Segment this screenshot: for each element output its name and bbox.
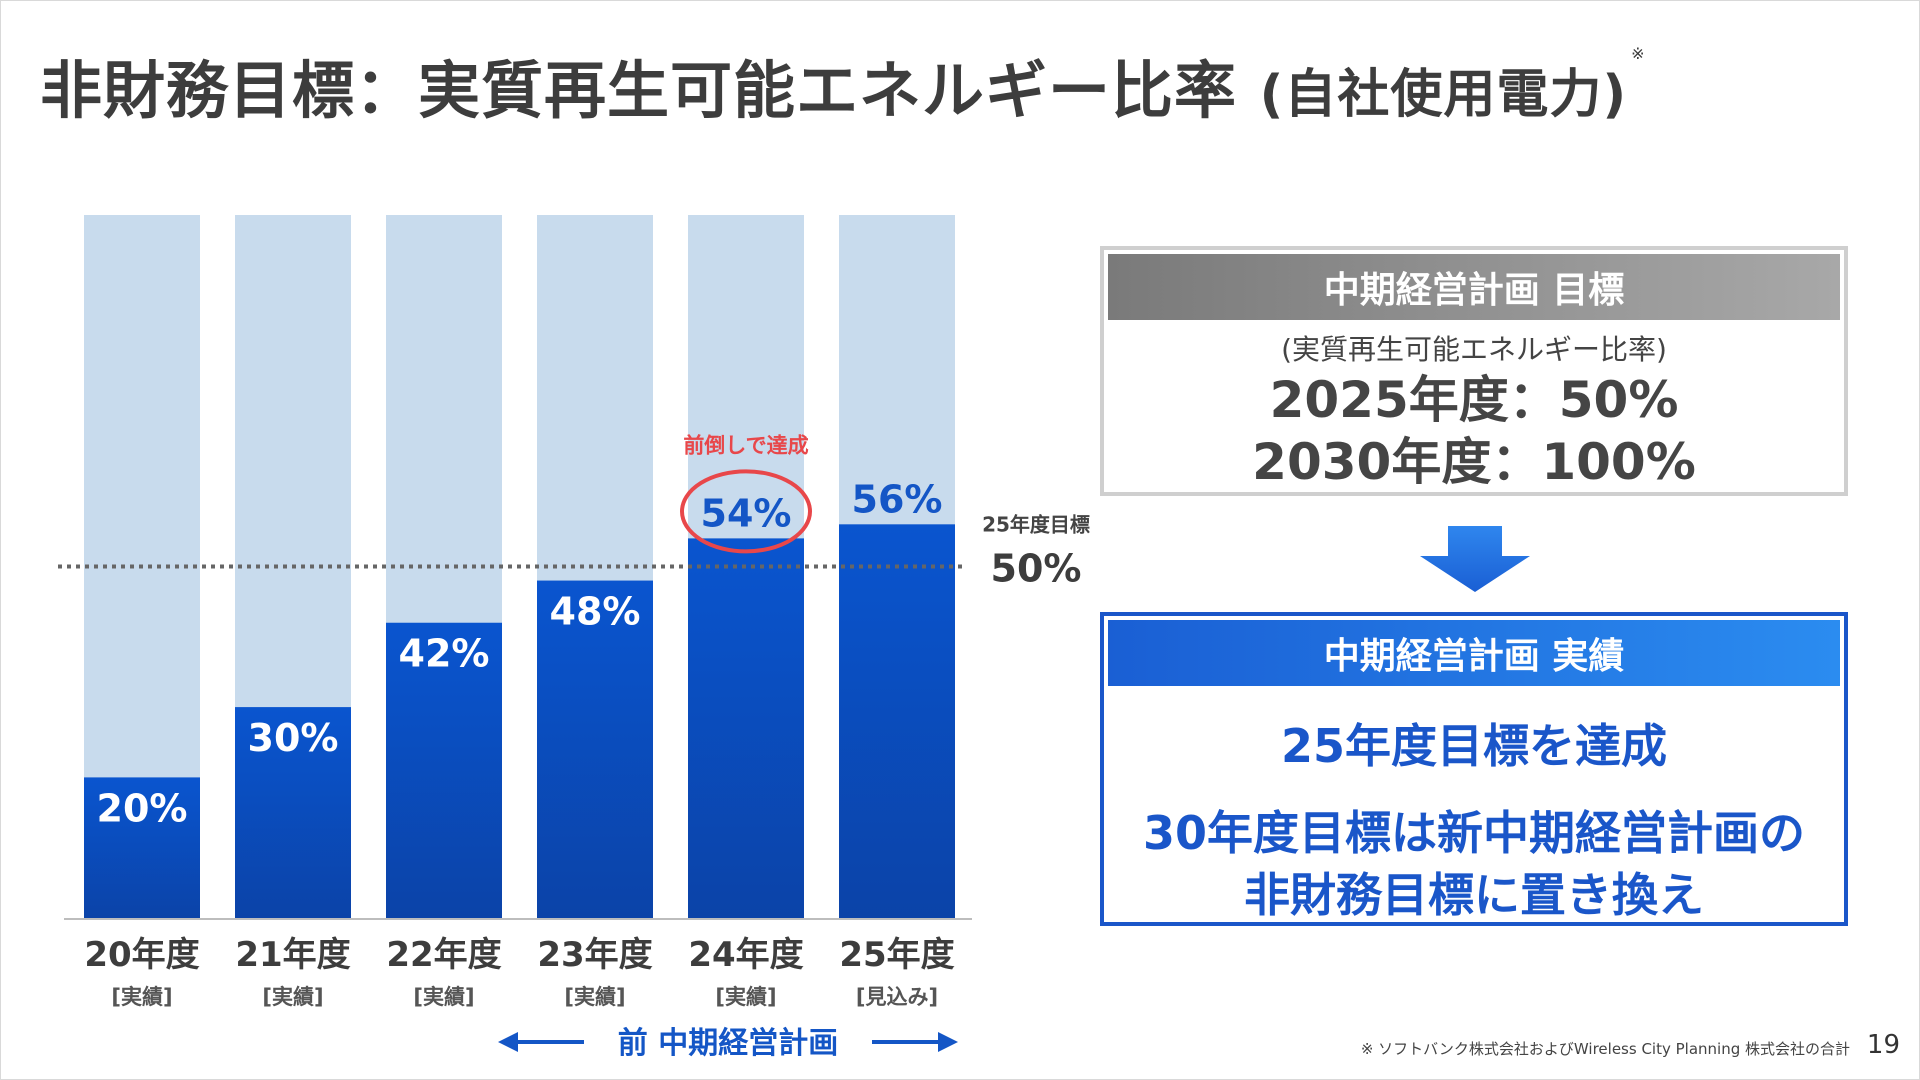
result-box-line-replace-1: 30年度目標は新中期経営計画の xyxy=(1142,806,1805,860)
x-tick-sublabel: [実績] xyxy=(262,985,323,1009)
data-label: 30% xyxy=(248,716,339,760)
x-tick-label: 23年度 xyxy=(537,935,652,975)
result-box-line-achieved: 25年度目標を達成 xyxy=(1280,719,1667,773)
result-box: 中期経営計画 実績 25年度目標を達成 30年度目標は新中期経営計画の 非財務目… xyxy=(1100,612,1848,926)
target-line-title: 25年度目標 xyxy=(982,513,1090,537)
goal-box-header: 中期経営計画 目標 xyxy=(1108,254,1840,320)
x-tick-label: 22年度 xyxy=(386,935,501,975)
period-arrow-right-icon xyxy=(938,1032,958,1052)
x-tick-label: 21年度 xyxy=(235,935,350,975)
period-label: 前 中期経営計画 xyxy=(618,1026,838,1061)
x-tick-label: 25年度 xyxy=(839,935,954,975)
result-box-line-replace-2: 非財務目標に置き換え xyxy=(1244,868,1704,922)
title-footnote-mark: ※ xyxy=(1631,44,1646,63)
target-line-value: 50% xyxy=(991,547,1082,591)
x-tick-sublabel: [実績] xyxy=(564,985,625,1009)
x-tick-label: 24年度 xyxy=(688,935,803,975)
data-label: 56% xyxy=(852,477,943,521)
result-box-header: 中期経営計画 実績 xyxy=(1108,620,1840,686)
bar xyxy=(537,580,653,918)
highlight-label: 前倒しで達成 xyxy=(683,433,808,457)
x-tick-sublabel: [実績] xyxy=(413,985,474,1009)
period-arrow-left-icon xyxy=(498,1032,518,1052)
goal-box: 中期経営計画 目標 (実質再生可能エネルギー比率) 2025年度：50% 203… xyxy=(1100,246,1848,496)
goal-box-sub: (実質再生可能エネルギー比率) xyxy=(1281,333,1667,366)
x-tick-sublabel: [見込み] xyxy=(856,985,938,1009)
data-label: 54% xyxy=(701,491,792,535)
page-number: 19 xyxy=(1866,1030,1900,1060)
slide-title: 非財務目標：実質再生可能エネルギー比率 (自社使用電力)※ xyxy=(40,40,1646,130)
goal-box-line-2025: 2025年度：50% xyxy=(1269,371,1679,429)
down-arrow-icon xyxy=(1420,526,1530,592)
x-tick-sublabel: [実績] xyxy=(111,985,172,1009)
x-tick-sublabel: [実績] xyxy=(715,985,776,1009)
bar xyxy=(386,622,502,918)
footnote: ※ ソフトバンク株式会社およびWireless City Planning 株式… xyxy=(1360,1040,1850,1058)
x-tick-label: 20年度 xyxy=(84,935,199,975)
data-label: 42% xyxy=(399,632,490,676)
goal-box-line-2030: 2030年度：100% xyxy=(1252,433,1696,491)
bar xyxy=(688,538,804,918)
data-label: 48% xyxy=(550,590,641,634)
title-main: 非財務目標：実質再生可能エネルギー比率 xyxy=(40,54,1238,127)
title-paren: (自社使用電力) xyxy=(1259,65,1628,125)
bar xyxy=(84,777,200,918)
highlight-circle xyxy=(680,469,812,554)
data-label: 20% xyxy=(97,786,188,830)
bar xyxy=(235,707,351,918)
bar xyxy=(839,524,955,918)
